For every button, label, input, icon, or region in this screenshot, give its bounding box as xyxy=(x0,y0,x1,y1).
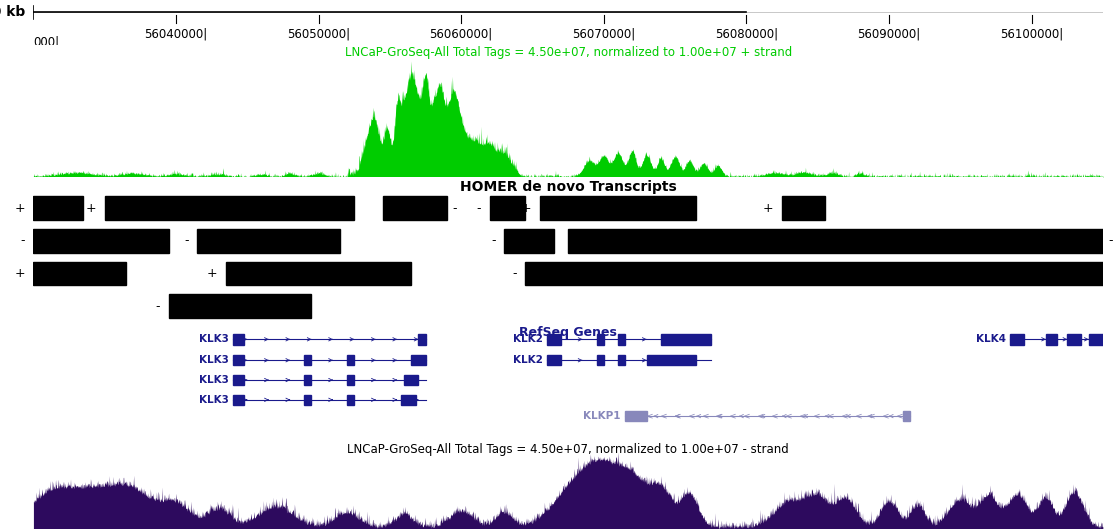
Text: RefSeq Genes: RefSeq Genes xyxy=(519,326,617,340)
Text: 56050000|: 56050000| xyxy=(287,27,350,40)
Bar xyxy=(782,196,824,220)
Bar xyxy=(625,411,646,421)
Bar xyxy=(226,262,411,285)
Text: +: + xyxy=(207,267,217,280)
Text: -: - xyxy=(491,234,496,248)
Text: +: + xyxy=(520,202,531,215)
Bar xyxy=(618,334,625,344)
Bar xyxy=(1010,334,1025,344)
Bar xyxy=(348,355,354,366)
Text: 56080000|: 56080000| xyxy=(715,27,778,40)
Bar xyxy=(233,395,244,405)
Bar xyxy=(33,229,169,253)
Bar xyxy=(401,395,416,405)
Text: <: < xyxy=(854,412,862,421)
Bar xyxy=(348,375,354,385)
Text: <: < xyxy=(702,412,710,421)
Text: <: < xyxy=(841,412,848,421)
Text: KLK2: KLK2 xyxy=(512,355,543,365)
Bar xyxy=(33,196,84,220)
Text: 56090000|: 56090000| xyxy=(858,27,920,40)
Bar xyxy=(348,395,354,405)
Text: 56100000|: 56100000| xyxy=(1000,27,1063,40)
Text: <: < xyxy=(632,412,639,421)
Text: <: < xyxy=(896,412,903,421)
Bar xyxy=(419,334,426,344)
Text: <: < xyxy=(785,412,793,421)
Bar xyxy=(1046,334,1057,344)
Text: -: - xyxy=(156,299,160,313)
Bar xyxy=(547,355,561,366)
Bar xyxy=(233,375,244,385)
Text: KLK3: KLK3 xyxy=(199,334,228,344)
Text: +: + xyxy=(86,202,96,215)
Bar xyxy=(383,196,447,220)
Text: -: - xyxy=(512,267,517,280)
Bar xyxy=(197,229,340,253)
Text: <: < xyxy=(758,412,765,421)
Bar xyxy=(539,196,696,220)
Bar xyxy=(597,334,604,344)
Text: <: < xyxy=(687,412,695,421)
Text: +: + xyxy=(763,202,773,215)
Text: KLK3: KLK3 xyxy=(199,355,228,365)
Bar xyxy=(304,395,312,405)
Bar xyxy=(903,411,910,421)
Bar xyxy=(404,375,419,385)
Text: <: < xyxy=(715,412,723,421)
Bar xyxy=(233,334,244,344)
Bar xyxy=(490,196,526,220)
Text: 50 kb: 50 kb xyxy=(0,5,25,20)
Text: LNCaP-GroSeq-All Total Tags = 4.50e+07, normalized to 1.00e+07 + strand: LNCaP-GroSeq-All Total Tags = 4.50e+07, … xyxy=(344,46,792,59)
Text: <: < xyxy=(730,412,737,421)
Text: <: < xyxy=(743,412,751,421)
Bar xyxy=(526,262,1103,285)
Bar xyxy=(169,294,312,318)
Text: 56070000|: 56070000| xyxy=(573,27,635,40)
Bar xyxy=(547,334,561,344)
Bar xyxy=(618,355,625,366)
Bar xyxy=(411,355,426,366)
Text: <: < xyxy=(646,412,654,421)
Bar xyxy=(568,229,1103,253)
Bar xyxy=(1067,334,1082,344)
Bar xyxy=(233,355,244,366)
Text: KLK4: KLK4 xyxy=(976,334,1006,344)
Text: <: < xyxy=(659,412,667,421)
Text: HOMER de novo Transcripts: HOMER de novo Transcripts xyxy=(460,180,676,194)
Text: <: < xyxy=(799,412,807,421)
Bar xyxy=(304,375,312,385)
Text: KLK3: KLK3 xyxy=(199,375,228,385)
Text: <: < xyxy=(827,412,834,421)
Text: KLKP1: KLKP1 xyxy=(584,411,620,421)
Text: <: < xyxy=(869,412,876,421)
Text: KLK2: KLK2 xyxy=(512,334,543,344)
Text: -: - xyxy=(452,202,457,215)
Bar xyxy=(304,355,312,366)
Text: -: - xyxy=(20,234,25,248)
Text: +: + xyxy=(14,202,25,215)
Text: <: < xyxy=(771,412,779,421)
Text: 56040000|: 56040000| xyxy=(145,27,207,40)
Bar xyxy=(1088,334,1103,344)
Text: KLK3: KLK3 xyxy=(199,395,228,405)
Text: +: + xyxy=(14,267,25,280)
Bar xyxy=(504,229,554,253)
Bar xyxy=(597,355,604,366)
Bar xyxy=(33,262,126,285)
Text: 000|: 000| xyxy=(33,35,59,48)
Text: -: - xyxy=(184,234,189,248)
Text: -: - xyxy=(477,202,481,215)
Text: <: < xyxy=(882,412,890,421)
Text: -: - xyxy=(1108,234,1113,248)
Bar xyxy=(105,196,354,220)
Bar xyxy=(646,355,696,366)
Text: <: < xyxy=(813,412,820,421)
Text: 56060000|: 56060000| xyxy=(430,27,492,40)
Text: LNCaP-GroSeq-All Total Tags = 4.50e+07, normalized to 1.00e+07 - strand: LNCaP-GroSeq-All Total Tags = 4.50e+07, … xyxy=(348,443,789,455)
Bar xyxy=(661,334,711,344)
Text: <: < xyxy=(674,412,682,421)
